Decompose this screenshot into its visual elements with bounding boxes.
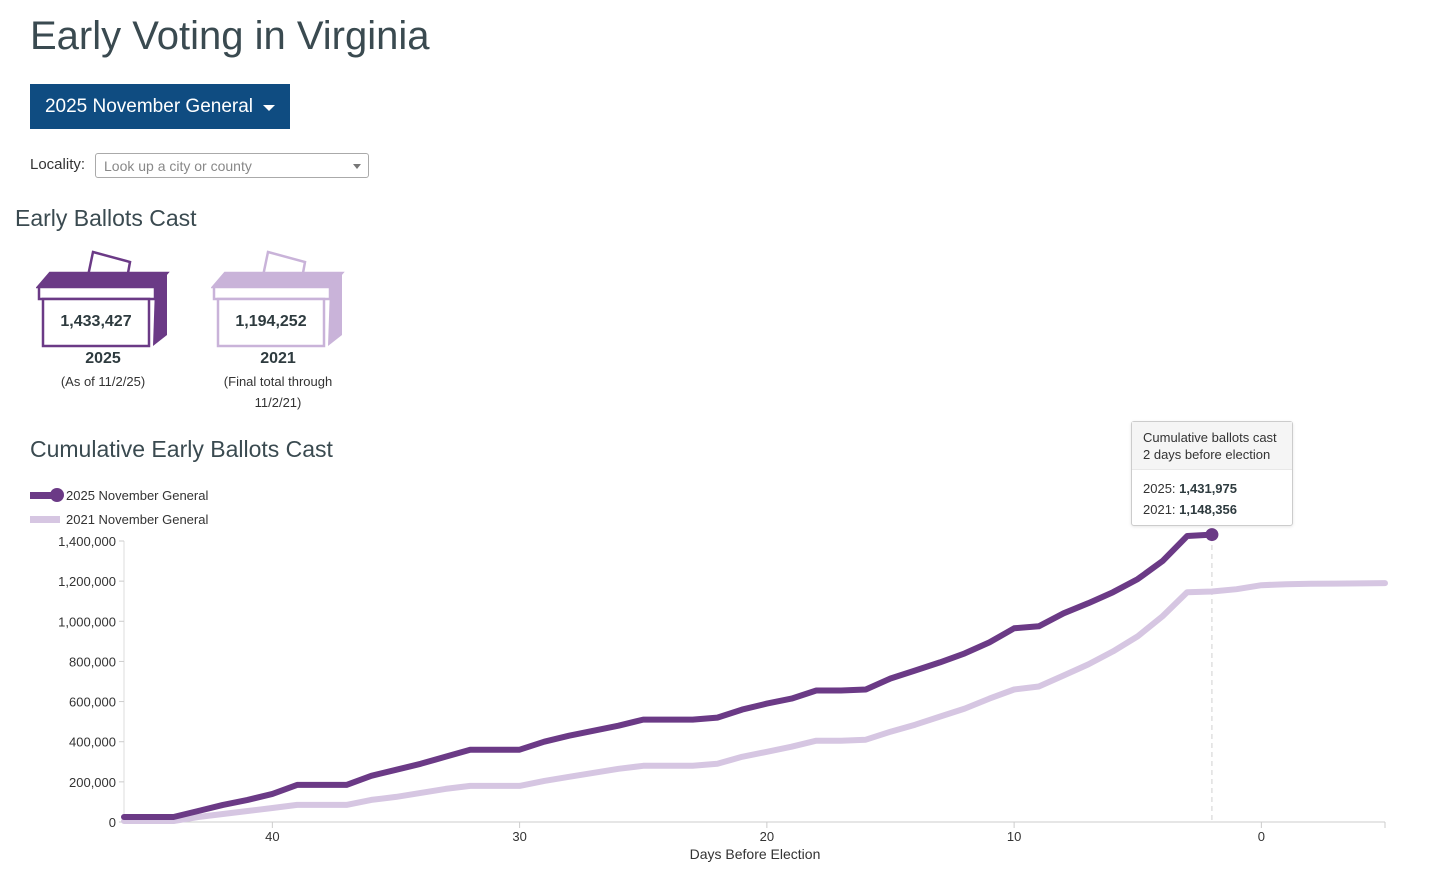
y-tick-label: 600,000 bbox=[69, 695, 116, 710]
tooltip-row-2025-label: 2025: bbox=[1143, 481, 1180, 496]
ballot-note-2021-line2: 11/2/21) bbox=[254, 395, 302, 410]
y-tick-label: 1,400,000 bbox=[58, 534, 116, 549]
ballot-count-2021: 1,194,252 bbox=[235, 313, 307, 330]
tooltip-row-2021-value: 1,148,356 bbox=[1179, 502, 1237, 517]
x-axis: 40 30 20 10 0 bbox=[124, 821, 1386, 844]
tooltip-line2: 2 days before election bbox=[1143, 447, 1271, 462]
legend-label-2021: 2021 November General bbox=[66, 512, 209, 527]
ballot-count-2025: 1,433,427 bbox=[60, 313, 132, 330]
ballot-box-2021-icon bbox=[211, 250, 345, 348]
legend-label-2025: 2025 November General bbox=[66, 488, 209, 503]
tooltip-row-2021: 2021: 1,148,356 bbox=[1132, 499, 1292, 520]
series-line-2025[interactable] bbox=[121, 531, 1215, 820]
chart-title: Cumulative Early Ballots Cast bbox=[30, 436, 333, 462]
election-dropdown-label: 2025 November General bbox=[44, 95, 254, 117]
y-tick-label: 800,000 bbox=[69, 654, 116, 669]
x-tick-label: 0 bbox=[1258, 829, 1265, 844]
page-title: Early Voting in Virginia bbox=[30, 14, 430, 58]
y-tick-label: 1,000,000 bbox=[58, 614, 116, 629]
y-tick-label: 200,000 bbox=[69, 775, 116, 790]
y-tick-label: 400,000 bbox=[69, 735, 116, 750]
legend-item-2021[interactable]: 2021 November General bbox=[30, 512, 208, 527]
early-ballots-section-title: Early Ballots Cast bbox=[15, 205, 197, 231]
legend-swatch-2021 bbox=[30, 516, 60, 523]
x-tick-label: 40 bbox=[265, 829, 279, 844]
ballot-year-2025: 2025 bbox=[85, 350, 121, 367]
hover-marker-2025 bbox=[1205, 528, 1219, 542]
y-tick-label: 0 bbox=[109, 815, 116, 830]
election-dropdown-button[interactable]: 2025 November General bbox=[30, 84, 290, 129]
chart-tooltip: Cumulative ballots cast 2 days before el… bbox=[1131, 421, 1293, 526]
x-tick-label: 10 bbox=[1007, 829, 1021, 844]
x-axis-title: Days Before Election bbox=[690, 846, 821, 862]
tooltip-header: Cumulative ballots cast 2 days before el… bbox=[1132, 422, 1292, 470]
ballot-note-2021-line1: (Final total through bbox=[223, 374, 333, 389]
select-caret-icon bbox=[353, 164, 361, 169]
legend-item-2025[interactable]: 2025 November General bbox=[30, 488, 208, 503]
y-tick-label: 1,200,000 bbox=[58, 574, 116, 589]
series-group bbox=[121, 528, 1388, 824]
legend-swatch-2025 bbox=[30, 488, 64, 502]
ballot-year-2021: 2021 bbox=[260, 350, 296, 367]
tooltip-line1: Cumulative ballots cast bbox=[1143, 430, 1277, 445]
locality-placeholder: Look up a city or county bbox=[104, 157, 252, 174]
series-line-2021[interactable] bbox=[121, 580, 1388, 824]
locality-label: Locality: bbox=[30, 156, 86, 173]
ballot-box-2025-icon bbox=[36, 250, 170, 348]
x-tick-label: 30 bbox=[512, 829, 526, 844]
tooltip-row-2021-label: 2021: bbox=[1143, 502, 1180, 517]
x-tick-label: 20 bbox=[760, 829, 774, 844]
tooltip-row-2025: 2025: 1,431,975 bbox=[1132, 478, 1292, 499]
locality-select[interactable]: Look up a city or county bbox=[95, 153, 369, 178]
y-axis: 0 200,000 400,000 600,000 800,000 1,000,000 1,… bbox=[58, 534, 125, 830]
ballot-note-2025: (As of 11/2/25) bbox=[60, 374, 146, 389]
caret-down-icon bbox=[263, 104, 276, 111]
legend-dot-2025 bbox=[50, 488, 64, 502]
tooltip-rows: 2025: 1,431,975 2021: 1,148,356 bbox=[1132, 470, 1292, 520]
tooltip-row-2025-value: 1,431,975 bbox=[1179, 481, 1237, 496]
